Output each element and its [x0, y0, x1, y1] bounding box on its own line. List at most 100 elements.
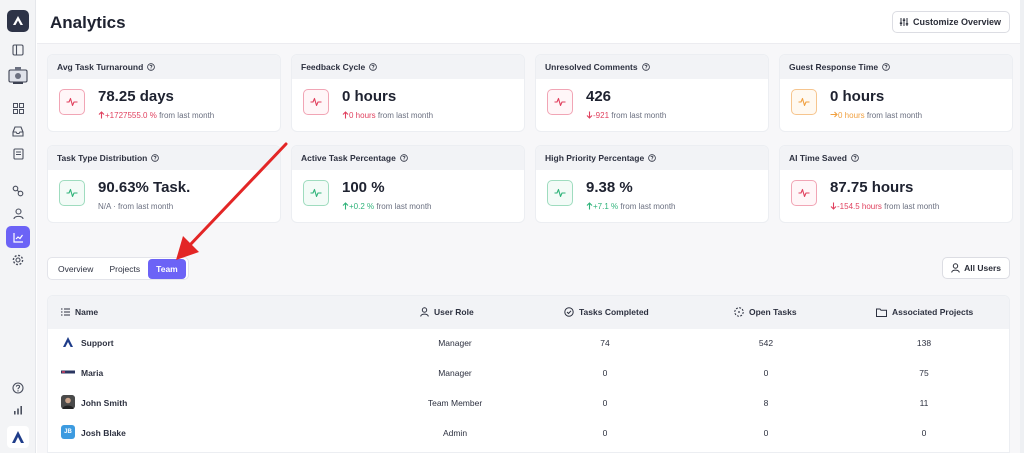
col-user-role[interactable]: User Role — [420, 307, 474, 317]
metric-change-suffix: from last month — [159, 111, 215, 120]
link-icon[interactable] — [9, 182, 27, 200]
stats-icon[interactable] — [9, 401, 27, 419]
metric-change-value: +1727555.0 % — [105, 111, 157, 120]
metric-change: 0 hours from last month — [830, 111, 922, 120]
metric-card-feedback-cycle[interactable]: Feedback Cycle 0 hours 0 hours from last m… — [291, 54, 525, 132]
member-name: Support — [81, 338, 114, 348]
tab-overview[interactable]: Overview — [58, 263, 94, 274]
metric-card-task-type-distribution[interactable]: Task Type Distribution 90.63% Task. N/A · … — [47, 145, 281, 223]
metric-change-suffix: from last month — [620, 202, 676, 211]
metric-value: 9.38 % — [586, 179, 633, 196]
folder-icon — [876, 308, 887, 317]
workspace-icon[interactable] — [6, 64, 30, 88]
view-tabs: Overview Projects Team — [47, 257, 189, 280]
metric-change-suffix: · from last month — [113, 202, 174, 211]
inbox-icon[interactable] — [9, 122, 27, 140]
metric-change-value: -921 — [593, 111, 610, 120]
all-users-label: All Users — [964, 263, 1001, 273]
pulse-icon — [59, 180, 85, 206]
help-icon[interactable] — [151, 154, 160, 162]
user-role: Manager — [438, 338, 472, 348]
metric-title: High Priority Percentage — [536, 146, 768, 170]
tab-team[interactable]: Team — [148, 258, 186, 279]
settings-icon[interactable] — [9, 251, 27, 269]
metric-card-high-priority-percentage[interactable]: High Priority Percentage 9.38 % +7.1 % fro… — [535, 145, 769, 223]
table-row[interactable]: Support Manager 74 542 138 — [48, 328, 1009, 358]
col-name[interactable]: Name — [61, 307, 98, 317]
metric-card-ai-time-saved[interactable]: AI Time Saved 87.75 hours -154.5 hours fro… — [779, 145, 1013, 223]
metric-title-label: Avg Task Turnaround — [57, 62, 144, 72]
col-user-role-label: User Role — [434, 307, 474, 317]
pulse-icon — [59, 89, 85, 115]
user-role: Admin — [442, 428, 468, 438]
tab-projects[interactable]: Projects — [109, 263, 141, 274]
metric-card-unresolved-comments[interactable]: Unresolved Comments 426 -921 from last mon… — [535, 54, 769, 132]
metric-change-suffix: from last month — [884, 202, 940, 211]
metric-card-avg-task-turnaround[interactable]: Avg Task Turnaround 78.25 days +1727555.0 … — [47, 54, 281, 132]
pulse-icon — [547, 180, 573, 206]
col-open-tasks[interactable]: Open Tasks — [734, 307, 797, 317]
user-icon[interactable] — [9, 205, 27, 223]
metric-change: +0.2 % from last month — [342, 202, 432, 211]
metric-change-value: +0.2 % — [349, 202, 375, 211]
metric-title: Task Type Distribution — [48, 146, 280, 170]
help-icon[interactable] — [369, 63, 378, 71]
tasks-completed: 74 — [600, 338, 610, 348]
associated-projects: 75 — [919, 368, 929, 378]
arrow-down-icon — [586, 111, 593, 119]
metric-card-active-task-percentage[interactable]: Active Task Percentage 100 % +0.2 % from l… — [291, 145, 525, 223]
member-name: Josh Blake — [81, 428, 126, 438]
metric-change-value: -154.5 hours — [837, 202, 882, 211]
scrollbar[interactable] — [1020, 0, 1024, 453]
arrow-up-icon — [342, 111, 349, 119]
col-tasks-completed[interactable]: Tasks Completed — [564, 307, 649, 317]
col-open-tasks-label: Open Tasks — [749, 307, 797, 317]
metric-value: 78.25 days — [98, 88, 174, 105]
user-role: Team Member — [427, 398, 483, 408]
table-row[interactable]: Maria Manager 0 0 75 — [48, 358, 1009, 388]
sliders-icon — [899, 18, 909, 26]
metric-title: Avg Task Turnaround — [48, 55, 280, 79]
metric-title: Feedback Cycle — [292, 55, 524, 79]
metric-change: +1727555.0 % from last month — [98, 111, 214, 120]
associated-projects: 11 — [919, 398, 929, 408]
help-icon[interactable] — [400, 154, 408, 162]
pulse-icon — [547, 89, 573, 115]
app-logo[interactable] — [7, 10, 29, 32]
metric-change-suffix: from last month — [611, 111, 667, 120]
col-associated-projects[interactable]: Associated Projects — [876, 307, 973, 317]
tasks-completed: 0 — [602, 428, 608, 438]
metric-change-value: 0 hours — [838, 111, 865, 120]
table-row[interactable]: John Smith Team Member 0 8 11 — [48, 388, 1009, 418]
help-icon[interactable] — [9, 379, 27, 397]
metric-title: Unresolved Comments — [536, 55, 768, 79]
panel-toggle-icon[interactable] — [9, 41, 27, 59]
metric-title-label: High Priority Percentage — [545, 153, 645, 163]
customize-overview-button[interactable]: Customize Overview — [891, 11, 1010, 33]
avatar — [61, 395, 75, 409]
avatar — [61, 365, 75, 379]
metric-change-suffix: from last month — [376, 202, 432, 211]
metric-card-guest-response-time[interactable]: Guest Response Time 0 hours 0 hours from l… — [779, 54, 1013, 132]
pulse-icon — [791, 89, 817, 115]
document-icon[interactable] — [9, 145, 27, 163]
analytics-icon[interactable] — [6, 226, 30, 248]
open-tasks: 0 — [763, 368, 769, 378]
pulse-icon — [303, 89, 329, 115]
help-icon[interactable] — [882, 63, 890, 71]
metric-value: 426 — [586, 88, 612, 105]
grid-icon[interactable] — [9, 99, 27, 117]
table-row[interactable]: JB Josh Blake Admin 0 0 0 — [48, 418, 1009, 448]
all-users-filter[interactable]: All Users — [942, 257, 1010, 279]
help-icon[interactable] — [641, 63, 650, 71]
metric-title-label: Active Task Percentage — [301, 153, 396, 163]
arrow-down-icon — [830, 202, 837, 210]
brand-logo — [7, 426, 29, 448]
metric-change-suffix: from last month — [377, 111, 434, 120]
help-icon[interactable] — [851, 154, 859, 162]
dashed-circle-icon — [734, 307, 744, 317]
list-icon — [61, 308, 70, 316]
page-title: Analytics — [50, 13, 126, 32]
help-icon[interactable] — [147, 63, 156, 71]
help-icon[interactable] — [648, 154, 657, 162]
